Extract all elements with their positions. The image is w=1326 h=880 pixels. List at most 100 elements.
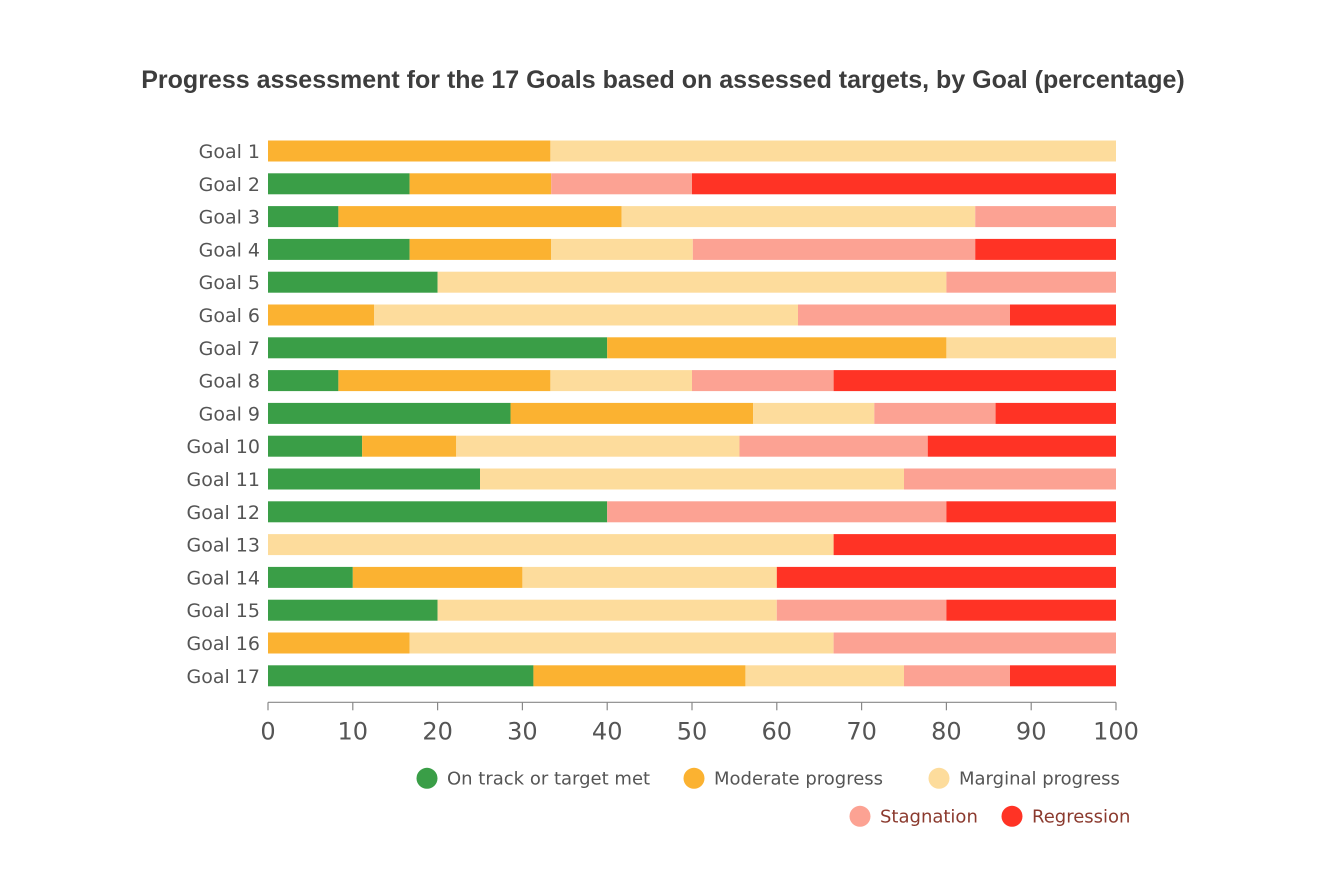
bar-segment-on-track-or-target-met xyxy=(268,173,410,195)
bar-segment-stagnation xyxy=(798,304,1010,326)
category-label: Goal 5 xyxy=(199,272,260,294)
bar-segment-moderate-progress xyxy=(409,173,552,195)
x-tick-label: 0 xyxy=(260,717,275,745)
bar-segment-on-track-or-target-met xyxy=(268,402,511,424)
bar-segment-regression xyxy=(1010,304,1116,326)
bar-segment-moderate-progress xyxy=(409,238,552,260)
legend: On track or target met Moderate progress M… xyxy=(416,767,1130,827)
bar-segment-on-track-or-target-met xyxy=(268,566,353,588)
bar-segment-regression xyxy=(1010,665,1116,687)
bar-segment-moderate-progress xyxy=(338,206,622,228)
category-label: Goal 13 xyxy=(187,535,261,557)
bar-segment-marginal-progress xyxy=(621,206,976,228)
bar-segment-marginal-progress xyxy=(437,599,777,621)
x-tick-label: 20 xyxy=(422,717,453,745)
bar-segment-regression xyxy=(946,599,1116,621)
category-label: Goal 12 xyxy=(187,502,261,524)
bar-segment-on-track-or-target-met xyxy=(268,370,339,392)
bar-segment-on-track-or-target-met xyxy=(268,501,608,523)
bar-segment-on-track-or-target-met xyxy=(268,468,480,490)
bar-segment-marginal-progress xyxy=(437,271,947,293)
bars-layer xyxy=(268,140,1116,687)
legend-label: Marginal progress xyxy=(959,768,1120,789)
category-label: Goal 15 xyxy=(187,600,261,622)
bar-segment-marginal-progress xyxy=(374,304,798,326)
bar-segment-regression xyxy=(833,370,1116,392)
bar-segment-marginal-progress xyxy=(550,140,1116,162)
category-label: Goal 8 xyxy=(199,371,260,393)
bar-segment-stagnation xyxy=(975,206,1116,228)
category-labels: Goal 1 Goal 2 Goal 3 Goal 4 Goal 5 Goal 6 Goal… xyxy=(187,141,261,688)
legend-swatch xyxy=(849,805,871,827)
category-label: Goal 1 xyxy=(199,141,260,163)
bar-segment-on-track-or-target-met xyxy=(268,599,438,621)
category-label: Goal 7 xyxy=(199,338,260,360)
bar-segment-stagnation xyxy=(874,402,996,424)
bar-segment-regression xyxy=(975,238,1116,260)
bar-segment-marginal-progress xyxy=(456,435,740,457)
legend-swatch xyxy=(928,767,950,789)
bar-segment-stagnation xyxy=(833,632,1116,654)
bar-segment-marginal-progress xyxy=(268,534,834,556)
bar-segment-regression xyxy=(995,402,1116,424)
x-tick-label: 40 xyxy=(592,717,623,745)
x-tick-label: 90 xyxy=(1016,717,1047,745)
bar-segment-marginal-progress xyxy=(551,238,693,260)
x-tick-label: 70 xyxy=(846,717,877,745)
legend-swatch xyxy=(416,767,438,789)
category-label: Goal 3 xyxy=(199,207,260,229)
x-tick-label: 30 xyxy=(507,717,538,745)
bar-segment-stagnation xyxy=(692,370,834,392)
bar-segment-marginal-progress xyxy=(745,665,904,687)
bar-segment-stagnation xyxy=(904,665,1010,687)
x-tick-label: 60 xyxy=(762,717,793,745)
category-label: Goal 11 xyxy=(187,469,261,491)
bar-segment-moderate-progress xyxy=(607,337,947,359)
category-label: Goal 17 xyxy=(187,666,261,688)
bar-segment-stagnation xyxy=(692,238,976,260)
legend-swatch xyxy=(1001,805,1023,827)
bar-segment-regression xyxy=(692,173,1116,195)
bar-segment-stagnation xyxy=(739,435,928,457)
category-label: Goal 4 xyxy=(199,239,260,261)
bar-segment-regression xyxy=(833,534,1116,556)
legend-swatch xyxy=(683,767,705,789)
bar-segment-marginal-progress xyxy=(550,370,692,392)
x-tick-label: 50 xyxy=(677,717,708,745)
bar-segment-stagnation xyxy=(607,501,947,523)
bar-segment-moderate-progress xyxy=(352,566,523,588)
bar-segment-moderate-progress xyxy=(268,304,374,326)
chart-title: Progress assessment for the 17 Goals bas… xyxy=(141,66,1185,94)
bar-segment-marginal-progress xyxy=(522,566,777,588)
bar-segment-stagnation xyxy=(776,599,947,621)
bar-segment-on-track-or-target-met xyxy=(268,206,339,228)
bar-segment-regression xyxy=(927,435,1116,457)
bar-segment-moderate-progress xyxy=(338,370,551,392)
bar-segment-moderate-progress xyxy=(533,665,746,687)
bar-segment-marginal-progress xyxy=(753,402,875,424)
x-tick-label: 10 xyxy=(338,717,369,745)
bar-segment-moderate-progress xyxy=(362,435,457,457)
legend-label: Regression xyxy=(1032,806,1130,827)
bar-segment-stagnation xyxy=(946,271,1116,293)
category-label: Goal 6 xyxy=(199,305,260,327)
category-label: Goal 2 xyxy=(199,174,260,196)
category-label: Goal 10 xyxy=(187,436,261,458)
x-tick-label: 100 xyxy=(1093,717,1139,745)
bar-segment-marginal-progress xyxy=(480,468,904,490)
bar-segment-moderate-progress xyxy=(510,402,754,424)
bar-segment-on-track-or-target-met xyxy=(268,337,608,359)
category-label: Goal 16 xyxy=(187,633,261,655)
bar-segment-on-track-or-target-met xyxy=(268,665,534,687)
bar-segment-moderate-progress xyxy=(268,140,551,162)
legend-label: Moderate progress xyxy=(714,768,883,789)
x-axis: 0 10 20 30 40 50 60 70 80 90 100 xyxy=(260,701,1139,745)
bar-segment-on-track-or-target-met xyxy=(268,435,363,457)
bar-segment-marginal-progress xyxy=(409,632,834,654)
bar-segment-regression xyxy=(946,501,1116,523)
category-label: Goal 9 xyxy=(199,403,260,425)
bar-segment-moderate-progress xyxy=(268,632,410,654)
bar-segment-on-track-or-target-met xyxy=(268,238,410,260)
x-tick-label: 80 xyxy=(931,717,962,745)
